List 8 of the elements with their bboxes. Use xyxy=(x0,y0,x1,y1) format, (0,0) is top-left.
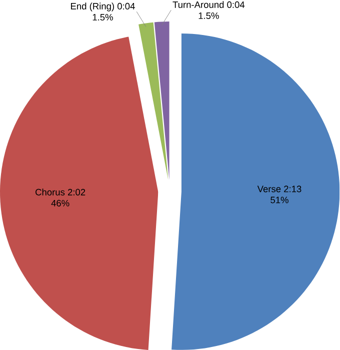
slice-label: Chorus 2:02 xyxy=(36,188,86,196)
data-label: 51% xyxy=(270,196,289,204)
data-label: 1.5% xyxy=(198,12,220,19)
slice-label: Verse 2:13 xyxy=(258,186,302,192)
data-label: 46% xyxy=(51,200,70,206)
slice-label: End (Ring) 0:04 xyxy=(71,2,136,12)
data-label: 1.5% xyxy=(93,14,114,20)
slice-label: Turn-Around 0:04 xyxy=(172,1,245,8)
